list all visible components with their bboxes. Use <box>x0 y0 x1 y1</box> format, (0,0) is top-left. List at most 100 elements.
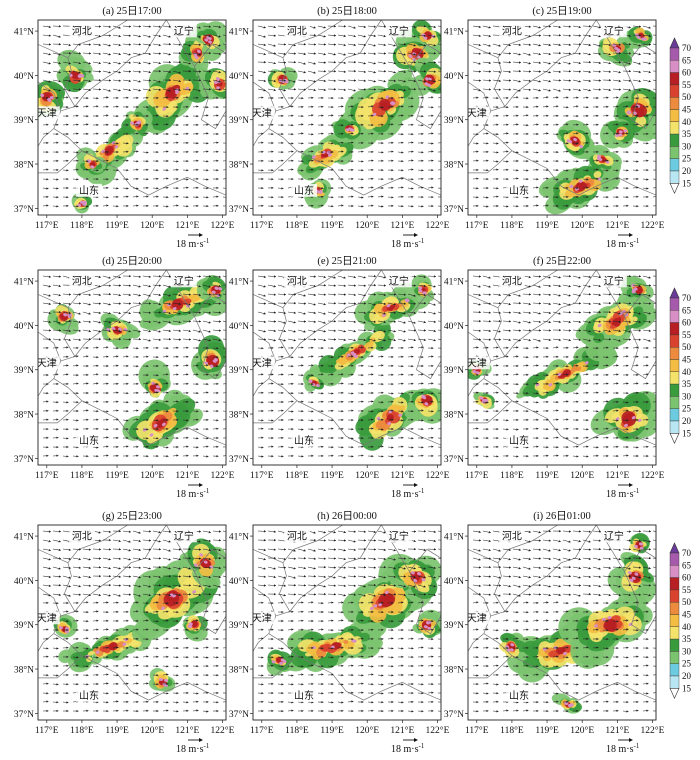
wind-arrow-head <box>628 62 631 65</box>
wind-arrow-head <box>271 196 274 199</box>
wind-arrow-head <box>106 114 109 117</box>
wind-arrow-head <box>411 187 414 190</box>
wind-arrow-head <box>371 195 374 198</box>
wind-arrow-head <box>126 364 129 368</box>
wind-arrow-head <box>433 70 436 73</box>
wind-arrow-head <box>401 205 404 208</box>
wind-arrow-head <box>146 141 149 145</box>
wind-arrow-head <box>76 373 79 377</box>
wind-arrow-head <box>431 114 434 117</box>
wind-arrow-head <box>218 320 221 323</box>
wind-arrow-head <box>88 320 91 323</box>
wind-arrow-head <box>96 364 99 367</box>
wind-arrow-head <box>176 96 179 99</box>
wind-arrow-head <box>486 142 489 145</box>
echo-core <box>418 289 423 293</box>
wind-arrow-head <box>208 88 211 91</box>
wind-arrow-head <box>321 168 324 171</box>
wind-arrow-head <box>156 177 159 180</box>
wind-arrow-head <box>96 373 99 376</box>
wind-arrow-head <box>313 43 316 46</box>
wind-arrow-head <box>118 302 121 305</box>
wind-arrow-head <box>321 150 324 154</box>
wind-arrow-head <box>638 34 641 37</box>
wind-arrow-head <box>618 79 621 83</box>
wind-arrow-head <box>136 373 139 376</box>
wind-arrow <box>437 284 441 286</box>
echo-cell <box>411 388 441 424</box>
wind-arrow-head <box>186 115 189 118</box>
wind-arrow-head <box>136 365 139 368</box>
wind-arrow-head <box>351 114 354 117</box>
wind-arrow-head <box>261 123 264 127</box>
wind-arrow-head <box>293 80 296 83</box>
wind-arrow-head <box>96 105 99 108</box>
wind-arrow-head <box>488 34 491 38</box>
wind-arrow-head <box>98 43 101 47</box>
wind-arrow-head <box>216 455 219 458</box>
x-tick-label: 119°E <box>105 470 129 481</box>
wind-arrow-head <box>586 106 589 109</box>
wind-arrow-head <box>216 355 219 359</box>
wind-arrow-head <box>431 177 434 181</box>
region-label-bg <box>68 274 95 288</box>
wind-arrow-head <box>116 418 119 421</box>
wind-arrow-head <box>216 427 219 430</box>
wind-arrow-head <box>46 141 49 145</box>
wind-arrow-head <box>166 159 169 163</box>
wind-arrow-head <box>273 62 276 65</box>
wind-arrow-head <box>303 79 306 82</box>
wind-arrow-head <box>401 114 404 117</box>
wind-arrow-head <box>391 186 394 189</box>
wind-arrow-head <box>341 96 344 100</box>
map-frame <box>252 19 442 216</box>
wind-arrow-head <box>158 43 161 47</box>
wind-arrow-head <box>371 114 374 117</box>
wind-arrow-head <box>576 168 579 172</box>
wind-arrow-head <box>179 61 181 64</box>
wind-arrow-head <box>208 79 211 83</box>
panel-title: (a) 25日17:00 <box>102 6 161 17</box>
wind-arrow-head <box>66 409 69 413</box>
wind-arrow-head <box>478 52 481 55</box>
wind-arrow-head <box>596 114 599 117</box>
wind-arrow-head <box>218 275 221 278</box>
wind-arrow-head <box>136 132 139 135</box>
wind-arrow-head <box>291 124 294 127</box>
wind-arrow-head <box>383 284 386 287</box>
wind-arrow-head <box>156 401 159 404</box>
wind-arrow-head <box>106 418 109 421</box>
wind-arrow-head <box>78 52 81 55</box>
wind-arrow-head <box>76 364 79 367</box>
wind-arrow-head <box>186 382 189 385</box>
wind-arrow-head <box>361 105 364 109</box>
wind-arrow-head <box>166 364 169 367</box>
scale-label-sup: -1 <box>204 237 210 245</box>
wind-arrow-head <box>196 196 199 199</box>
wind-arrow-head <box>361 186 364 189</box>
wind-arrow-head <box>516 132 519 136</box>
x-tick-label: 120°E <box>140 470 164 481</box>
wind-arrow-head <box>46 454 49 457</box>
wind-arrow-head <box>478 70 481 73</box>
wind-arrow-head <box>198 320 201 323</box>
wind-arrow-head <box>476 204 479 208</box>
echo-core <box>386 304 391 308</box>
wind-arrow-head <box>363 79 366 82</box>
wind-arrow-head <box>56 401 59 404</box>
wind-arrow-head <box>659 44 661 46</box>
wind-arrow-head <box>476 133 479 136</box>
wind-arrow-head <box>321 204 324 207</box>
wind-arrow-head <box>166 427 169 431</box>
wind-arrow-head <box>283 89 286 92</box>
wind-arrow-head <box>331 150 334 154</box>
wind-arrow-head <box>606 132 609 135</box>
wind-arrow-head <box>596 159 599 162</box>
wind-arrow-head <box>433 80 436 83</box>
wind-arrow-head <box>576 114 579 118</box>
x-tick-label: 119°E <box>535 220 559 231</box>
wind-arrow-head <box>176 114 179 118</box>
wind-arrow-head <box>596 96 599 100</box>
wind-arrow-head <box>158 62 161 65</box>
